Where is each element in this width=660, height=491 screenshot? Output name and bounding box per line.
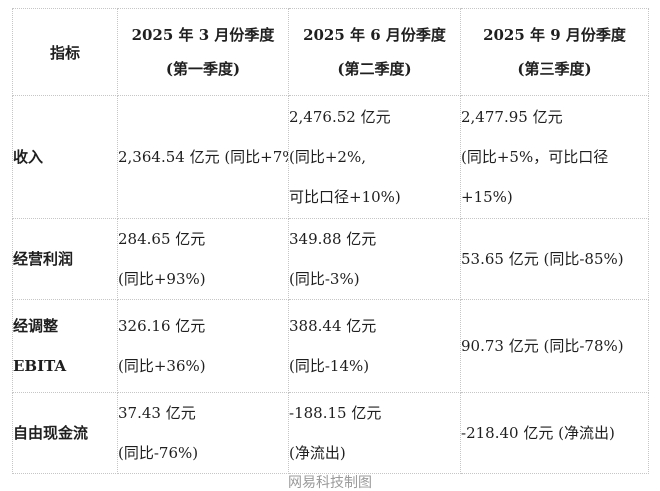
cell-cashflow-q1: 37.43 亿元 (同比-76%) (117, 392, 289, 474)
cell-line: 37.43 亿元 (118, 404, 196, 422)
row-label-ebita-line1: 经调整 (13, 317, 59, 335)
header-cell-q1: 2025 年 3 月份季度 (第一季度) (117, 8, 289, 96)
header-cell-indicator: 指标 (12, 8, 118, 96)
cell-line: (同比-14%) (289, 357, 370, 375)
cell-line: 2,476.52 亿元 (289, 108, 391, 126)
cell-line: 90.73 亿元 (同比-78%) (461, 337, 624, 355)
cell-line: (同比+5%，可比口径 (461, 148, 609, 166)
cell-line: (同比-3%) (289, 270, 360, 288)
cell-cashflow-q2: -188.15 亿元 (净流出) (288, 392, 461, 474)
row-label-operating-profit: 经营利润 (12, 218, 118, 300)
header-q3-line1: 2025 年 9 月份季度 (483, 26, 626, 44)
table-row-operating-profit: 经营利润 284.65 亿元 (同比+93%) 349.88 亿元 (同比-3%… (12, 218, 649, 300)
header-q3-line2: (第三季度) (517, 60, 592, 78)
cell-line: 388.44 亿元 (289, 317, 377, 335)
row-label-adjusted-ebita: 经调整 EBITA (12, 299, 118, 393)
cell-revenue-q2: 2,476.52 亿元 (同比+2%, 可比口径+10%) (288, 95, 461, 219)
table-row-adjusted-ebita: 经调整 EBITA 326.16 亿元 (同比+36%) 388.44 亿元 (… (12, 299, 649, 393)
cell-line: 326.16 亿元 (118, 317, 206, 335)
header-cell-q2: 2025 年 6 月份季度 (第二季度) (288, 8, 461, 96)
header-cell-q3: 2025 年 9 月份季度 (第三季度) (460, 8, 649, 96)
cell-ebita-q1: 326.16 亿元 (同比+36%) (117, 299, 289, 393)
cell-line: 284.65 亿元 (118, 230, 206, 248)
cell-line: -188.15 亿元 (289, 404, 382, 422)
cell-line: 2,364.54 亿元 (同比+7%) (118, 148, 289, 166)
table-row-free-cash-flow: 自由现金流 37.43 亿元 (同比-76%) -188.15 亿元 (净流出)… (12, 392, 649, 474)
cell-line: (同比+2%, (289, 148, 367, 166)
credit-text: 网易科技制图 (288, 475, 372, 491)
cell-line: 349.88 亿元 (289, 230, 377, 248)
cell-line: -218.40 亿元 (净流出) (461, 424, 615, 442)
cell-ebita-q2: 388.44 亿元 (同比-14%) (288, 299, 461, 393)
header-q2-line2: (第二季度) (337, 60, 412, 78)
cell-line: (同比-76%) (118, 444, 199, 462)
cell-line: 2,477.95 亿元 (461, 108, 563, 126)
row-label-revenue: 收入 (12, 95, 118, 219)
cell-line: 53.65 亿元 (同比-85%) (461, 250, 624, 268)
cell-line: (同比+36%) (118, 357, 206, 375)
cell-opprofit-q3: 53.65 亿元 (同比-85%) (460, 218, 649, 300)
cell-line: (净流出) (289, 444, 346, 462)
row-label-ebita-line2: EBITA (13, 357, 67, 375)
cell-line: 可比口径+10%) (289, 188, 401, 206)
row-label-free-cash-flow: 自由现金流 (12, 392, 118, 474)
cell-line: +15%) (461, 188, 513, 206)
cell-revenue-q1: 2,364.54 亿元 (同比+7%) (117, 95, 289, 219)
row-label-operating-profit-line: 经营利润 (13, 250, 74, 268)
cell-line: (同比+93%) (118, 270, 206, 288)
table-header-row: 指标 2025 年 3 月份季度 (第一季度) 2025 年 6 月份季度 (第… (12, 8, 649, 96)
cell-opprofit-q2: 349.88 亿元 (同比-3%) (288, 218, 461, 300)
cell-opprofit-q1: 284.65 亿元 (同比+93%) (117, 218, 289, 300)
header-q1-line2: (第一季度) (165, 60, 241, 78)
header-q2-line1: 2025 年 6 月份季度 (303, 26, 446, 44)
header-q1-line1: 2025 年 3 月份季度 (131, 26, 275, 44)
quarterly-results-page: 指标 2025 年 3 月份季度 (第一季度) 2025 年 6 月份季度 (第… (0, 8, 660, 491)
row-label-cashflow-line: 自由现金流 (13, 424, 89, 442)
cell-cashflow-q3: -218.40 亿元 (净流出) (460, 392, 649, 474)
row-label-revenue-line: 收入 (13, 148, 44, 166)
cell-revenue-q3: 2,477.95 亿元 (同比+5%，可比口径 +15%) (460, 95, 649, 219)
quarterly-results-table: 指标 2025 年 3 月份季度 (第一季度) 2025 年 6 月份季度 (第… (12, 8, 649, 474)
cell-ebita-q3: 90.73 亿元 (同比-78%) (460, 299, 649, 393)
table-row-revenue: 收入 2,364.54 亿元 (同比+7%) 2,476.52 亿元 (同比+2… (12, 95, 649, 219)
